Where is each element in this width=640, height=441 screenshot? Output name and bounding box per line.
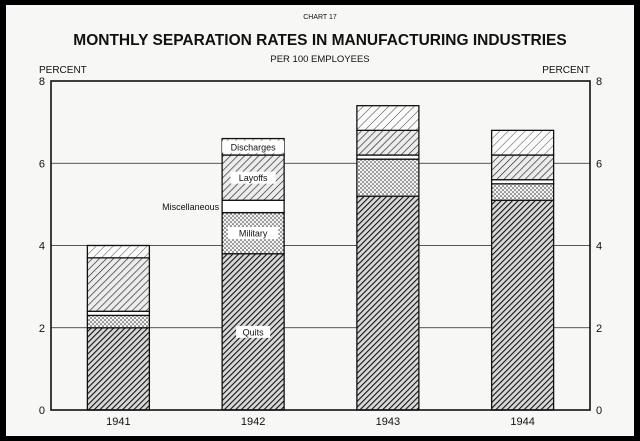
stacked-bar-chart: CHART 17 MONTHLY SEPARATION RATES IN MAN… xyxy=(39,14,602,428)
y-tick-left-8: 8 xyxy=(39,76,45,88)
label-military: Military xyxy=(239,229,268,239)
chart-number: CHART 17 xyxy=(303,14,337,21)
label-layoffs: Layoffs xyxy=(239,173,268,183)
bar-1941-military xyxy=(86,314,151,329)
bar-1943-layoffs xyxy=(356,129,420,156)
y-tick-left-6: 6 xyxy=(39,158,45,170)
bar-1941-quits xyxy=(86,327,151,411)
x-tick-1941: 1941 xyxy=(106,416,130,428)
label-box-discharges xyxy=(222,140,285,153)
y-tick-left-4: 4 xyxy=(39,241,45,253)
bars xyxy=(86,105,555,411)
x-tick-1943: 1943 xyxy=(376,416,400,428)
segment-labels: Quits Military Miscellaneous Layoffs Dischar… xyxy=(162,140,285,338)
plot-area-border xyxy=(50,80,591,411)
label-miscellaneous: Miscellaneous xyxy=(162,202,220,212)
chart-subtitle: PER 100 EMPLOYEES xyxy=(270,54,369,65)
y-tick-right-4: 4 xyxy=(596,241,602,253)
bar-1944-military xyxy=(490,183,555,201)
bar-1941-layoffs xyxy=(86,257,151,312)
y-axis-label-right: PERCENT xyxy=(542,65,590,76)
y-tick-right-0: 0 xyxy=(596,405,602,417)
bar-1941-discharges xyxy=(86,244,151,259)
x-tick-1942: 1942 xyxy=(241,416,265,428)
chart-paper: CHART 17 MONTHLY SEPARATION RATES IN MAN… xyxy=(6,5,634,436)
y-tick-right-8: 8 xyxy=(596,76,602,88)
bar-1943-quits xyxy=(356,195,420,411)
bar-1944-quits xyxy=(490,199,555,411)
label-discharges: Discharges xyxy=(231,142,277,152)
bar-1943-discharges xyxy=(356,105,420,132)
y-axis-label-left: PERCENT xyxy=(39,65,87,76)
bar-1943-military xyxy=(356,158,420,197)
bar-1942-miscellaneous xyxy=(221,199,285,214)
y-tick-right-6: 6 xyxy=(596,158,602,170)
y-tick-left-0: 0 xyxy=(39,405,45,417)
bar-1944-layoffs xyxy=(490,154,555,181)
label-box-layoffs xyxy=(230,171,276,184)
y-tick-left-2: 2 xyxy=(39,323,45,335)
label-box-quits xyxy=(236,325,271,338)
x-tick-1944: 1944 xyxy=(510,416,534,428)
label-box-military xyxy=(227,227,279,240)
chart-title: MONTHLY SEPARATION RATES IN MANUFACTURIN… xyxy=(73,32,566,49)
bar-1944-discharges xyxy=(490,129,555,156)
tick-labels: 0 0 2 2 4 4 6 6 8 8 1941 1942 1943 1944 xyxy=(39,76,602,428)
y-tick-right-2: 2 xyxy=(596,323,602,335)
label-quits: Quits xyxy=(243,327,265,337)
